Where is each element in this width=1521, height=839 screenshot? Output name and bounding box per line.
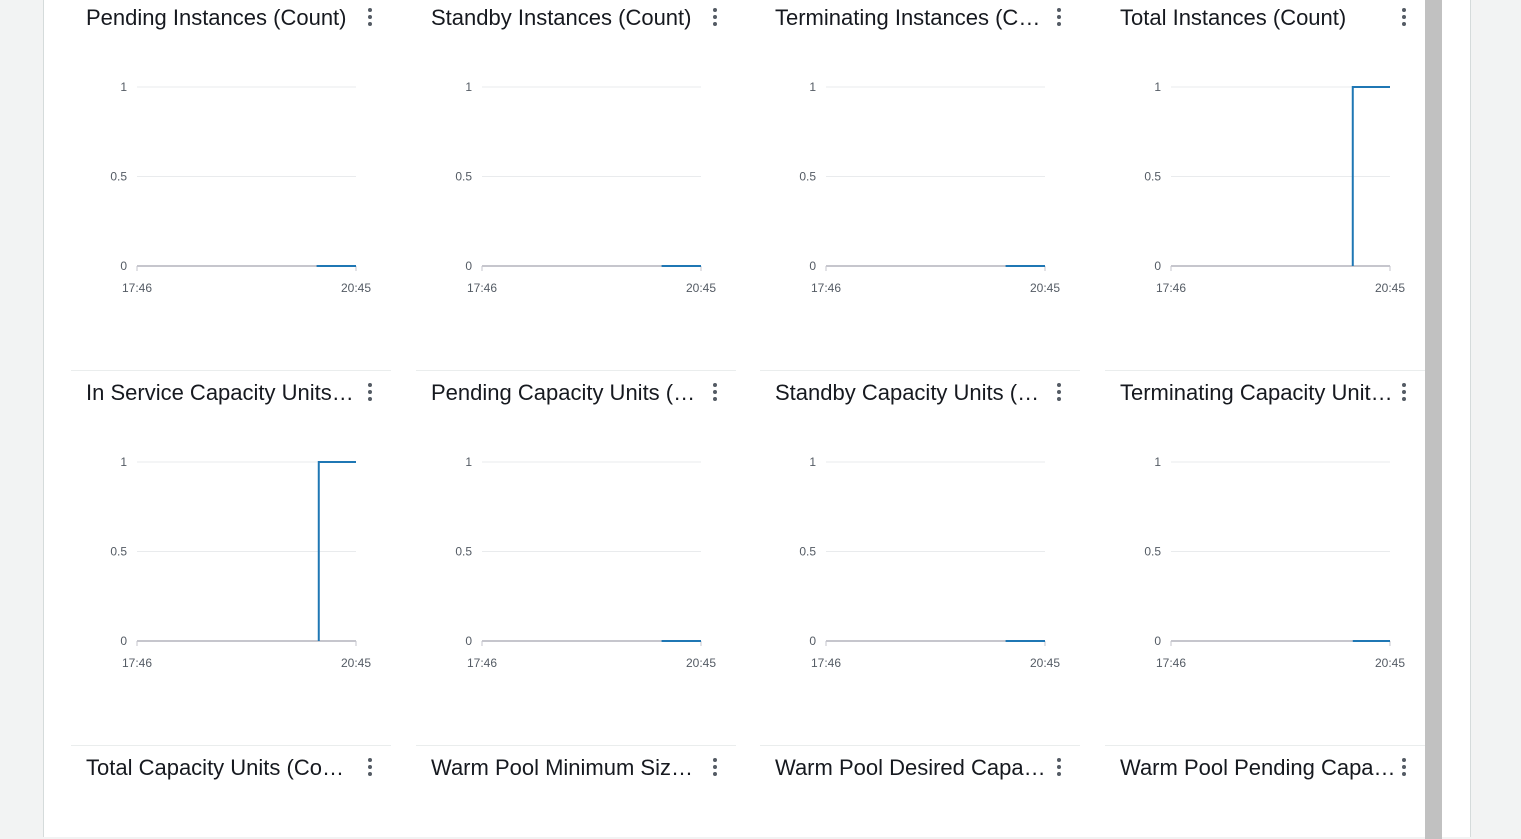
x-tick-label: 17:46 [1156,656,1186,670]
dashboard-panel [43,0,1471,837]
widget-title: In Service Capacity Units (Count) [86,380,354,405]
y-tick-label: 0.5 [799,170,816,184]
x-tick-label: 17:46 [1156,281,1186,295]
y-tick-label: 0.5 [1144,545,1161,559]
widget-divider [416,370,736,371]
x-tick-label: 20:45 [686,656,716,670]
widget-title: Pending Capacity Units (Count) [431,380,703,405]
scrollbar-thumb[interactable] [1425,0,1442,839]
widget-chart: 0 0.5 1 17:46 20:45 [416,75,736,305]
line-chart: 0 0.5 1 17:46 20:45 [1144,455,1405,670]
x-tick-label: 20:45 [1030,656,1060,670]
widget-chart: 0 0.5 1 17:46 20:45 [1105,450,1425,680]
y-tick-label: 1 [1154,80,1161,94]
x-tick-label: 20:45 [686,281,716,295]
series-line [317,461,356,641]
widget-divider [1105,370,1425,371]
y-tick-label: 1 [1154,455,1161,469]
widget-title: Terminating Instances (Count) [775,5,1047,30]
y-tick-label: 0.5 [455,170,472,184]
y-tick-label: 1 [465,455,472,469]
widget-chart: 0 0.5 1 17:46 20:45 [1105,75,1425,305]
x-tick-label: 17:46 [122,281,152,295]
line-chart: 0 0.5 1 17:46 20:45 [455,455,716,670]
y-tick-label: 0 [120,259,127,273]
widget-chart: 0 0.5 1 17:46 20:45 [71,450,391,680]
series-line [1351,86,1390,266]
vertical-ellipsis-icon[interactable] [710,8,720,26]
widget-title: Warm Pool Pending Capacity (Count) [1120,755,1396,780]
vertical-ellipsis-icon[interactable] [1054,383,1064,401]
vertical-ellipsis-icon[interactable] [1054,758,1064,776]
x-tick-label: 20:45 [341,281,371,295]
x-tick-label: 17:46 [811,281,841,295]
line-chart: 0 0.5 1 17:46 20:45 [799,80,1060,295]
vertical-ellipsis-icon[interactable] [365,758,375,776]
x-tick-label: 17:46 [122,656,152,670]
y-tick-label: 0.5 [455,545,472,559]
line-chart: 0 0.5 1 17:46 20:45 [799,455,1060,670]
widget-chart: 0 0.5 1 17:46 20:45 [416,450,736,680]
x-tick-label: 17:46 [467,656,497,670]
widget-chart: 0 0.5 1 17:46 20:45 [71,75,391,305]
y-tick-label: 0 [1154,259,1161,273]
y-tick-label: 1 [120,455,127,469]
vertical-ellipsis-icon[interactable] [1399,8,1409,26]
line-chart: 0 0.5 1 17:46 20:45 [455,80,716,295]
y-tick-label: 0 [809,259,816,273]
widget-title: Standby Capacity Units (Count) [775,380,1047,405]
vertical-ellipsis-icon[interactable] [365,8,375,26]
y-tick-label: 0 [120,634,127,648]
y-tick-label: 1 [120,80,127,94]
widget-title: Terminating Capacity Units (Count) [1120,380,1396,405]
vertical-ellipsis-icon[interactable] [1054,8,1064,26]
vertical-ellipsis-icon[interactable] [710,383,720,401]
widget-chart: 0 0.5 1 17:46 20:45 [760,75,1080,305]
x-tick-label: 17:46 [811,656,841,670]
widget-title: Standby Instances (Count) [431,5,692,30]
y-tick-label: 0 [465,634,472,648]
x-tick-label: 20:45 [1375,281,1405,295]
y-tick-label: 0 [1154,634,1161,648]
widget-divider [760,745,1080,746]
line-chart: 0 0.5 1 17:46 20:45 [110,80,371,295]
x-tick-label: 20:45 [1375,656,1405,670]
x-tick-label: 20:45 [341,656,371,670]
y-tick-label: 0.5 [110,545,127,559]
vertical-ellipsis-icon[interactable] [710,758,720,776]
widget-title: Warm Pool Minimum Size (Count) [431,755,703,780]
y-tick-label: 0 [465,259,472,273]
widget-divider [71,745,391,746]
y-tick-label: 0.5 [1144,170,1161,184]
widget-title: Pending Instances (Count) [86,5,347,30]
widget-divider [71,370,391,371]
y-tick-label: 1 [809,455,816,469]
widget-divider [416,745,736,746]
vertical-ellipsis-icon[interactable] [1399,383,1409,401]
line-chart: 0 0.5 1 17:46 20:45 [110,455,371,670]
y-tick-label: 1 [809,80,816,94]
x-tick-label: 17:46 [467,281,497,295]
widget-title: Total Capacity Units (Count) [86,755,354,780]
y-tick-label: 1 [465,80,472,94]
widget-title: Warm Pool Desired Capacity (Count) [775,755,1047,780]
y-tick-label: 0.5 [110,170,127,184]
x-tick-label: 20:45 [1030,281,1060,295]
widget-chart: 0 0.5 1 17:46 20:45 [760,450,1080,680]
widget-divider [1105,745,1425,746]
widget-title: Total Instances (Count) [1120,5,1347,30]
y-tick-label: 0 [809,634,816,648]
vertical-ellipsis-icon[interactable] [1399,758,1409,776]
y-tick-label: 0.5 [799,545,816,559]
vertical-ellipsis-icon[interactable] [365,383,375,401]
widget-divider [760,370,1080,371]
line-chart: 0 0.5 1 17:46 20:45 [1144,80,1405,295]
